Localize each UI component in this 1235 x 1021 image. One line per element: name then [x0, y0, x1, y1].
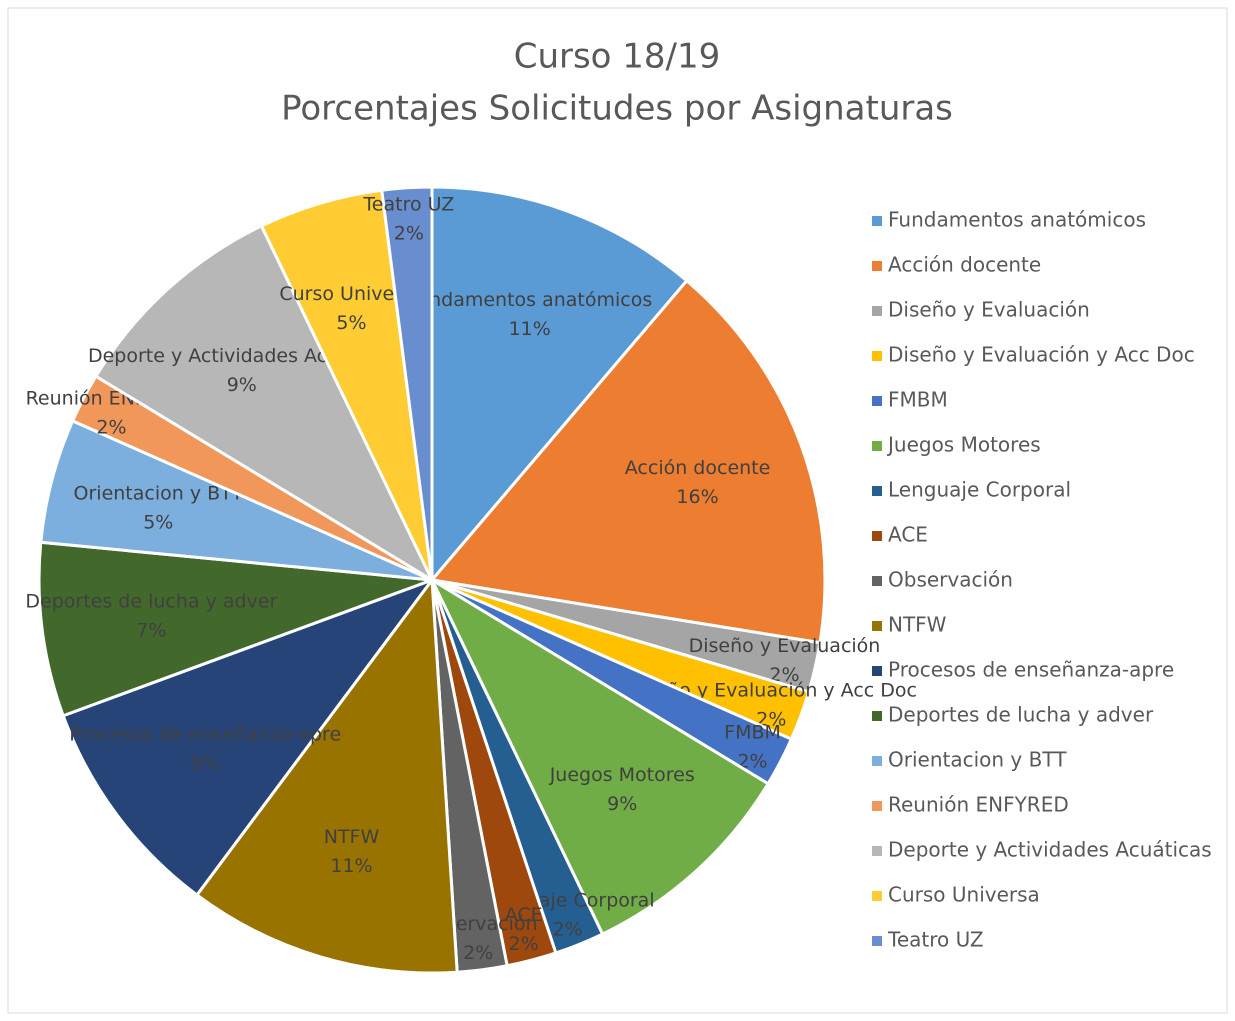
data-label-name: Acción docente	[625, 457, 771, 479]
data-label-value: 9%	[190, 753, 220, 775]
legend-swatch	[872, 531, 882, 541]
legend-label: Observación	[888, 568, 1013, 592]
legend-swatch	[872, 756, 882, 766]
legend-swatch	[872, 216, 882, 226]
legend-swatch	[872, 891, 882, 901]
data-label-value: 2%	[737, 751, 767, 773]
pie-slice	[194, 575, 459, 975]
data-label-value: 2%	[756, 708, 786, 730]
pie-slice	[428, 576, 771, 937]
data-label-name: ACE	[505, 904, 543, 926]
pie-slice	[430, 185, 689, 585]
data-label-value: 16%	[676, 486, 718, 508]
data-label-value: 2%	[769, 664, 799, 686]
legend-swatch	[872, 351, 882, 361]
legend-swatch	[872, 846, 882, 856]
legend-label: Procesos de enseñanza-apre	[888, 658, 1174, 682]
legend-swatch	[872, 666, 882, 676]
data-label-name: Deportes de lucha y adver	[25, 591, 277, 613]
legend-label: Diseño y Evaluación y Acc Doc	[888, 343, 1195, 367]
data-label-value: 11%	[509, 318, 551, 340]
pie-slice	[61, 576, 437, 898]
legend-label: Deportes de lucha y adver	[888, 703, 1154, 727]
pie-slice	[380, 185, 434, 581]
legend-swatch	[872, 936, 882, 946]
data-label-value: 2%	[463, 942, 493, 964]
legend-label: Deporte y Actividades Acuáticas	[888, 838, 1212, 862]
legend-swatch	[872, 621, 882, 631]
data-label-name: Diseño y Evaluación	[689, 635, 881, 657]
data-label-value: 5%	[143, 512, 173, 534]
pie-slice	[37, 540, 433, 718]
legend-swatch	[872, 306, 882, 316]
data-label-value: 2%	[96, 416, 126, 438]
legend-label: Orientacion y BTT	[888, 748, 1067, 772]
legend-label: ACE	[888, 523, 928, 547]
legend-label: Reunión ENFYRED	[888, 793, 1069, 817]
legend-swatch	[872, 396, 882, 406]
chart-title: Curso 18/19	[514, 37, 721, 77]
data-label-value: 5%	[336, 312, 366, 334]
legend-label: Acción docente	[888, 253, 1041, 277]
pie-slice	[93, 223, 436, 584]
data-label-name: Procesos de enseñanza-apre	[69, 724, 341, 746]
legend-label: Fundamentos anatómicos	[888, 208, 1146, 232]
legend-swatch	[872, 801, 882, 811]
data-label-name: Teatro UZ	[362, 194, 454, 216]
data-label-value: 2%	[553, 919, 583, 941]
legend-swatch	[872, 711, 882, 721]
legend-swatch	[872, 261, 882, 271]
legend-label: NTFW	[888, 613, 947, 637]
data-label-name: Orientacion y BTT	[74, 483, 244, 505]
data-label-value: 9%	[227, 374, 257, 396]
data-label-name: Deporte y Actividades Acuáticas	[88, 345, 396, 367]
legend-label: Juegos Motores	[886, 433, 1041, 457]
data-label-name: Fundamentos anatómicos	[407, 289, 652, 311]
data-label-value: 9%	[607, 793, 637, 815]
legend-label: Diseño y Evaluación	[888, 298, 1090, 322]
chart-subtitle: Porcentajes Solicitudes por Asignaturas	[281, 89, 953, 129]
data-label-value: 2%	[509, 933, 539, 955]
data-label-value: 7%	[136, 620, 166, 642]
data-label-name: Curso Universa	[279, 283, 423, 305]
data-label-name: Diseño y Evaluación y Acc Doc	[626, 679, 917, 701]
legend-label: Lenguaje Corporal	[888, 478, 1071, 502]
pie-slice	[429, 278, 827, 645]
legend-swatch	[872, 576, 882, 586]
data-label-value: 11%	[330, 855, 372, 877]
legend-swatch	[872, 486, 882, 496]
legend-label: Curso Universa	[888, 883, 1040, 907]
data-label-name: FMBM	[724, 722, 781, 744]
legend-label: FMBM	[888, 388, 948, 412]
data-label-name: NTFW	[324, 826, 380, 848]
legend-swatch	[872, 441, 882, 451]
legend-label: Teatro UZ	[887, 928, 984, 952]
data-label-value: 2%	[394, 223, 424, 245]
data-label-name: Juegos Motores	[549, 764, 695, 786]
